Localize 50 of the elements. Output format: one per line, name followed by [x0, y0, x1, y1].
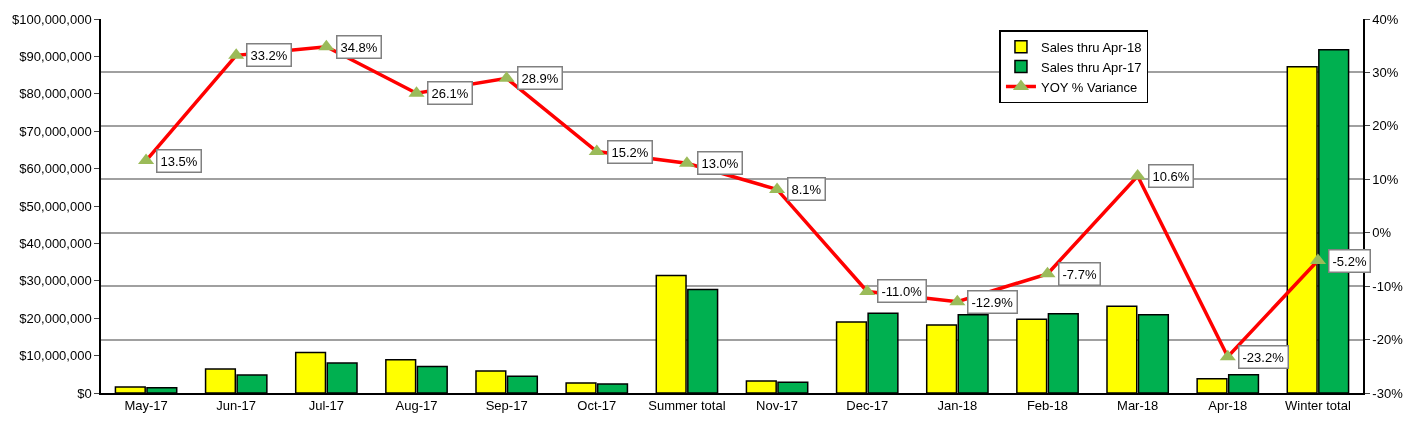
- y2-tick-label: -20%: [1372, 332, 1404, 348]
- y-tick-label: $40,000,000: [19, 235, 92, 251]
- y2-tick-label: 40%: [1372, 11, 1399, 27]
- x-tick-label: Jan-18: [937, 398, 978, 414]
- data-label: 13.0%: [701, 155, 739, 171]
- y-tick-label: $20,000,000: [19, 310, 92, 326]
- legend-label: Sales thru Apr-18: [1040, 39, 1142, 55]
- y-tick-label: $30,000,000: [19, 273, 92, 289]
- x-tick-label: Winter total: [1285, 398, 1351, 414]
- y2-tick-label: 0%: [1372, 225, 1392, 241]
- x-tick-label: Aug-17: [395, 398, 438, 414]
- y2-tick-label: -30%: [1372, 385, 1404, 401]
- y-tick-label: $0: [77, 385, 92, 401]
- y2-tick-label: -10%: [1372, 278, 1404, 294]
- y2-tick-label: 20%: [1372, 118, 1399, 134]
- x-tick-label: Mar-18: [1117, 398, 1159, 414]
- y-tick-label: $80,000,000: [19, 86, 92, 102]
- data-label: -7.7%: [1062, 266, 1097, 282]
- data-label: 33.2%: [250, 47, 288, 63]
- y2-tick-label: 10%: [1372, 171, 1399, 187]
- data-label: 34.8%: [340, 39, 378, 55]
- x-tick-label: Sep-17: [485, 398, 528, 414]
- data-label: -11.0%: [881, 283, 923, 299]
- data-label: 10.6%: [1152, 168, 1190, 184]
- y-tick-label: $60,000,000: [19, 161, 92, 177]
- data-label: 28.9%: [521, 70, 559, 86]
- data-label: 8.1%: [791, 181, 822, 197]
- x-tick-label: Summer total: [648, 398, 726, 414]
- data-label: -12.9%: [971, 294, 1014, 310]
- x-tick-label: Oct-17: [577, 398, 617, 414]
- x-tick-label: Jun-17: [216, 398, 257, 414]
- legend-label: YOY % Variance: [1040, 79, 1138, 95]
- y-tick-label: $90,000,000: [19, 48, 92, 64]
- data-label: 26.1%: [431, 85, 469, 101]
- data-label: -23.2%: [1242, 349, 1285, 365]
- y-tick-label: $10,000,000: [19, 348, 92, 364]
- x-tick-label: Dec-17: [846, 398, 889, 414]
- y-tick-label: $100,000,000: [12, 11, 92, 27]
- y-tick-label: $50,000,000: [19, 198, 92, 214]
- y-tick-label: $70,000,000: [19, 123, 92, 139]
- x-tick-label: Jul-17: [308, 398, 345, 414]
- legend-label: Sales thru Apr-17: [1040, 59, 1142, 75]
- x-tick-label: Feb-18: [1026, 398, 1069, 414]
- data-label: 15.2%: [611, 144, 649, 160]
- data-label: -5.2%: [1332, 253, 1367, 269]
- y2-tick-label: 30%: [1372, 64, 1399, 80]
- x-tick-label: Nov-17: [756, 398, 799, 414]
- x-tick-label: Apr-18: [1208, 398, 1248, 414]
- x-tick-label: May-17: [124, 398, 168, 414]
- data-label: 13.5%: [160, 153, 198, 169]
